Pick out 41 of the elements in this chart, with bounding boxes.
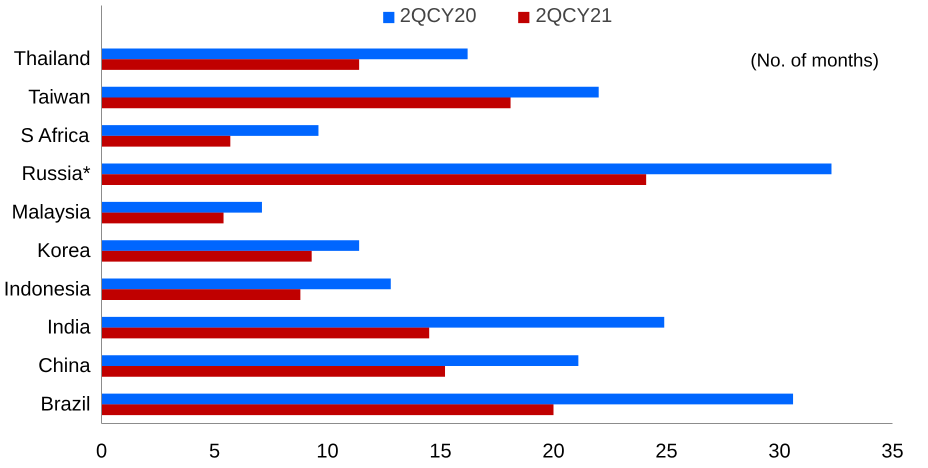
x-tick-label: 35: [881, 440, 904, 462]
x-tick-label: 0: [96, 440, 108, 462]
bar: [102, 125, 318, 136]
bar: [102, 316, 664, 328]
x-tick-label: 5: [208, 440, 220, 462]
y-tick-label: Taiwan: [28, 86, 91, 109]
bar: [102, 59, 360, 70]
bar: [102, 48, 468, 60]
annotation: (No. of months): [750, 50, 879, 71]
x-tick-label: 10: [316, 440, 339, 462]
bar: [102, 174, 646, 185]
y-tick-label: Thailand: [14, 48, 90, 70]
bar: [102, 394, 794, 404]
y-tick-label: Korea: [37, 240, 92, 262]
y-tick-label: Russia*: [22, 163, 91, 186]
bar: [102, 136, 230, 147]
bar: [102, 289, 300, 300]
legend-label: 2QCY21: [536, 5, 612, 28]
x-tick-label: 30: [768, 440, 791, 462]
y-tick-label: Indonesia: [4, 278, 92, 300]
bar: [102, 404, 554, 416]
bar: [102, 328, 430, 338]
legend-label: 2QCY20: [400, 5, 476, 28]
bar: [102, 163, 832, 174]
y-tick-label: India: [47, 316, 92, 339]
x-tick-label: 15: [429, 440, 452, 462]
bar: [102, 240, 360, 251]
y-tick-label: China: [38, 354, 92, 377]
bar: [102, 98, 511, 108]
bar: [102, 278, 391, 290]
bar: [102, 355, 578, 366]
bar: [102, 366, 446, 377]
bar: [102, 250, 312, 262]
x-tick-label: 25: [655, 440, 678, 462]
bar: [102, 86, 599, 98]
bar: [102, 212, 224, 224]
y-tick-label: Brazil: [40, 393, 91, 416]
x-tick-label: 20: [542, 440, 565, 462]
y-tick-label: Malaysia: [12, 202, 92, 224]
bar: [102, 202, 262, 213]
y-tick-label: S Africa: [20, 124, 90, 147]
